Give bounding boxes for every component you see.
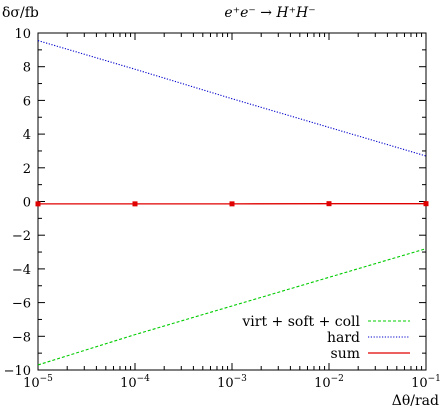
series-point — [229, 201, 235, 207]
series-point — [326, 201, 332, 207]
y-tick-label: −6 — [12, 297, 31, 312]
series-line-1 — [37, 248, 427, 366]
y-tick-label: −10 — [4, 364, 31, 379]
series-point — [132, 201, 138, 207]
legend-label: virt + soft + coll — [241, 314, 360, 330]
y-tick-label: 4 — [23, 128, 31, 143]
x-tick-label: 10−2 — [314, 374, 344, 391]
y-tick-label: 0 — [23, 196, 31, 211]
legend-label: sum — [331, 346, 360, 362]
y-tick-label: 8 — [23, 61, 31, 76]
legend-label: hard — [327, 330, 360, 346]
series-layer — [35, 40, 429, 366]
x-axis-title: Δθ/rad — [392, 393, 439, 409]
y-tick-label: 2 — [23, 162, 31, 177]
y-tick-label: 6 — [23, 94, 31, 109]
x-tick-labels: 10−5 10−4 10−3 10−2 10−1 — [23, 374, 441, 391]
series-point — [35, 201, 41, 207]
x-tick-label: 10−5 — [23, 374, 53, 391]
x-tick-label: 10−4 — [120, 374, 150, 391]
y-axis-title: δσ/fb — [2, 5, 39, 21]
series-point — [423, 201, 429, 207]
plot-title: e⁺e⁻ → H⁺H⁻ — [224, 5, 315, 21]
y-tick-labels: 10 8 6 4 2 0 −2 −4 −6 −8 −10 — [4, 27, 31, 379]
series-line-2 — [37, 40, 427, 157]
x-tick-label: 10−1 — [411, 374, 441, 391]
y-tick-label: −2 — [12, 229, 31, 244]
tick-marks — [37, 32, 427, 371]
y-tick-label: −4 — [12, 263, 31, 278]
x-tick-label: 10−3 — [217, 374, 247, 391]
y-tick-label: −8 — [12, 330, 31, 345]
y-tick-label: 10 — [14, 27, 31, 42]
